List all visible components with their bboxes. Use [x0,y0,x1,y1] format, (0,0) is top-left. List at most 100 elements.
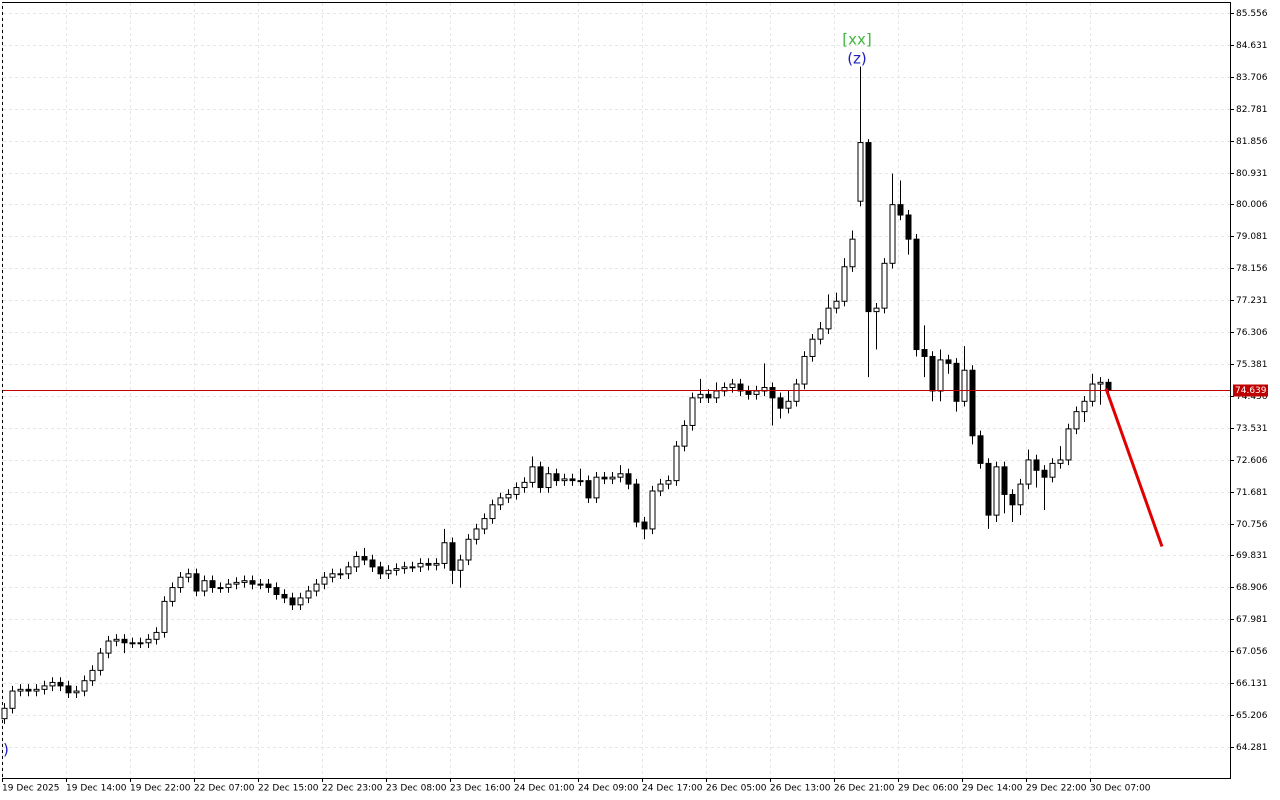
y-tick-label: 71.681 [1236,488,1268,498]
x-tick-label: 24 Dec 09:00 [578,784,639,794]
candle-body [353,556,360,568]
candle-body [361,556,368,561]
candle-body [945,359,952,364]
candle-body [833,300,840,309]
candle-body [705,393,712,399]
candle-body [1089,383,1096,402]
candle-body [497,497,504,506]
x-tick-label: 29 Dec 06:00 [898,784,959,794]
candle-body [225,583,232,589]
candle-body [577,480,584,483]
candle-body [873,307,880,313]
candle-body [57,681,64,687]
x-tick-label: 24 Dec 17:00 [642,784,703,794]
x-tick-label: 22 Dec 23:00 [322,784,383,794]
candle-body [585,480,592,499]
x-tick-label: 29 Dec 22:00 [1026,784,1087,794]
candle-body [817,328,824,340]
candle-body [241,580,248,583]
candle-body [993,466,1000,516]
candle-body [321,576,328,585]
candle-body [1097,381,1104,385]
candle-body [89,669,96,682]
annotation: [xx] [842,31,871,49]
candle-body [921,349,928,357]
y-tick-label: 84.631 [1236,41,1268,51]
candle-body [377,566,384,575]
candle-body [785,400,792,409]
candle-body [617,473,624,478]
candle-body [409,566,416,569]
candle-body [1025,459,1032,485]
candle-body [657,483,664,492]
current-price-label: 74.639 [1235,386,1267,396]
candle-body [441,542,448,564]
candle-body [505,493,512,499]
candle-body [737,383,744,392]
candle-body [689,397,696,426]
candle-body [481,518,488,530]
x-tick-label: 22 Dec 15:00 [258,784,319,794]
y-tick-label: 72.606 [1236,456,1268,466]
candle-body [281,593,288,599]
candle-body [665,480,672,485]
candle-body [305,590,312,599]
candle-body [313,583,320,592]
candle-body [25,688,32,692]
candle-body [433,562,440,566]
x-tick-label: 24 Dec 01:00 [514,784,575,794]
candle-body [977,435,984,464]
candle-body [105,640,112,654]
candle-body [257,583,264,586]
y-tick-label: 64.281 [1236,743,1268,753]
candle-body [697,393,704,399]
x-tick-label: 23 Dec 08:00 [386,784,447,794]
y-tick-label: 65.206 [1236,711,1268,721]
forecast-line [1104,388,1164,548]
candle-body [465,538,472,561]
y-tick-label: 68.906 [1236,583,1268,593]
candle-body [1105,381,1112,391]
candle-body [97,652,104,671]
marks [1,66,1112,724]
x-tick-label: 26 Dec 13:00 [770,784,831,794]
candle-body [473,528,480,540]
candle-body [713,390,720,399]
candle-body [249,580,256,585]
candle-body [425,562,432,566]
candle-body [393,568,400,571]
candle-body [337,573,344,576]
candle-body [177,576,184,589]
grid [2,3,1230,778]
candle-body [929,355,936,392]
candle-body [897,204,904,216]
candle-body [569,478,576,482]
candle-body [913,238,920,351]
candle-body [185,573,192,578]
candle-body [209,580,216,589]
candle-body [593,476,600,499]
candle-body [65,685,72,694]
current-price-tag [1233,384,1268,397]
candle-body [545,473,552,489]
candle-body [809,338,816,357]
candle-body [969,369,976,437]
candle-body [849,238,856,268]
candle-body [537,466,544,489]
candle-body [1049,462,1056,478]
candle-body [489,504,496,520]
candle-body [9,690,16,709]
candle-body [297,597,304,606]
candle-body [1033,459,1040,471]
y-tick-label: 82.781 [1236,105,1268,115]
y-tick-label: 74.456 [1236,392,1268,402]
candle-body [1,707,8,720]
x-tick-label: 23 Dec 16:00 [450,784,511,794]
candle-body [193,573,200,592]
candle-body [1065,428,1072,461]
y-tick-label: 80.931 [1236,169,1268,179]
candle-body [881,262,888,309]
x-tick-label: 29 Dec 14:00 [962,784,1023,794]
candle-body [449,542,456,571]
candle-body [865,142,872,313]
